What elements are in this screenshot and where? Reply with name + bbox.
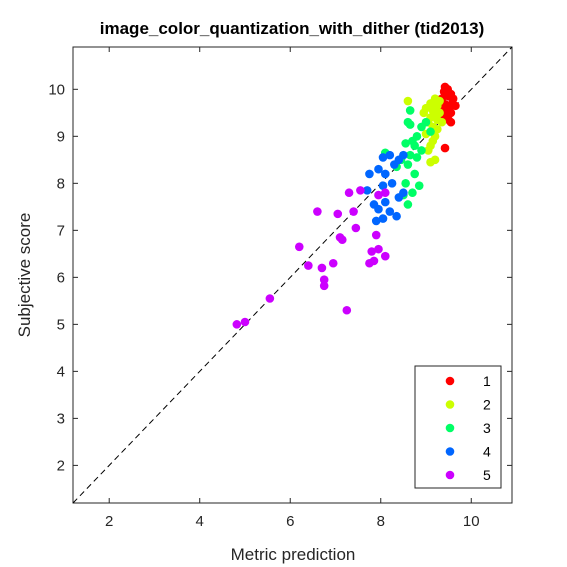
legend-marker-4 <box>445 447 455 456</box>
legend-label-2: 2 <box>483 397 491 413</box>
data-point-series-4 <box>374 164 383 174</box>
data-point-series-5 <box>371 230 381 240</box>
data-point-series-4 <box>378 181 388 190</box>
data-point-series-5 <box>344 188 354 198</box>
data-point-series-4 <box>387 179 397 188</box>
legend-marker-3 <box>445 423 455 433</box>
data-point-series-5 <box>333 209 343 219</box>
y-tick-label: 5 <box>57 316 65 333</box>
data-point-series-5 <box>374 190 383 200</box>
legend-label-3: 3 <box>483 420 491 436</box>
data-point-series-3 <box>408 188 417 198</box>
y-tick-label: 4 <box>57 363 65 380</box>
x-tick-label: 6 <box>286 513 294 530</box>
data-point-series-5 <box>380 188 390 198</box>
y-tick-label: 8 <box>57 175 65 192</box>
legend-marker-2 <box>445 400 455 409</box>
x-axis-label: Metric prediction <box>231 545 356 564</box>
data-point-series-4 <box>378 214 388 223</box>
data-point-series-5 <box>328 258 338 268</box>
y-tick-label: 3 <box>57 410 65 427</box>
data-point-series-5 <box>319 275 329 285</box>
data-point-series-2 <box>437 117 447 127</box>
data-point-series-1 <box>446 117 456 127</box>
legend-label-4: 4 <box>483 444 491 460</box>
y-tick-label: 9 <box>57 128 65 145</box>
chart-title: image_color_quantization_with_dither (ti… <box>100 19 484 38</box>
legend-box <box>414 365 502 489</box>
data-point-series-1 <box>440 143 450 153</box>
data-point-series-4 <box>385 150 395 160</box>
data-point-series-4 <box>362 186 372 195</box>
reference-line <box>72 46 513 504</box>
data-point-series-4 <box>378 153 388 162</box>
legend-label-1: 1 <box>483 373 491 389</box>
data-point-series-3 <box>426 127 435 136</box>
data-point-series-5 <box>356 186 365 195</box>
data-point-series-5 <box>313 207 322 216</box>
y-axis-label: Subjective score <box>15 213 34 338</box>
data-points <box>232 82 460 329</box>
data-point-series-5 <box>349 207 358 216</box>
data-point-series-1 <box>451 101 460 111</box>
data-point-series-5 <box>342 305 352 315</box>
data-point-series-3 <box>405 106 415 115</box>
data-point-series-5 <box>265 294 275 303</box>
data-point-series-3 <box>403 200 413 209</box>
data-point-series-2 <box>433 124 442 134</box>
data-point-series-2 <box>426 157 435 167</box>
data-point-series-5 <box>351 223 361 233</box>
data-point-series-4 <box>374 204 383 214</box>
y-tick-label: 2 <box>57 457 65 474</box>
y-tick-label: 10 <box>48 81 65 98</box>
data-point-series-4 <box>392 211 401 221</box>
x-tick-label: 8 <box>377 513 385 530</box>
data-point-series-3 <box>403 160 413 169</box>
data-point-series-3 <box>412 153 422 162</box>
data-point-series-5 <box>365 258 374 268</box>
y-tick-label: 7 <box>57 222 65 239</box>
x-tick-label: 2 <box>105 513 113 530</box>
data-point-series-4 <box>394 193 404 202</box>
data-point-series-4 <box>380 197 390 207</box>
data-point-series-2 <box>403 96 413 106</box>
y-tick-label: 6 <box>57 269 65 286</box>
data-point-series-3 <box>414 181 424 190</box>
data-point-series-5 <box>337 235 347 245</box>
data-point-series-2 <box>423 146 433 155</box>
data-point-series-4 <box>365 169 374 179</box>
data-point-series-3 <box>410 169 419 179</box>
axis-ticks: 2 4 6 8 10 2 3 4 5 6 7 8 9 10 <box>48 47 512 530</box>
legend-label-5: 5 <box>483 467 491 483</box>
x-tick-label: 4 <box>196 513 204 530</box>
data-point-series-3 <box>410 141 419 151</box>
data-point-series-3 <box>417 146 426 155</box>
legend-marker-5 <box>445 470 455 480</box>
data-point-series-5 <box>317 263 327 273</box>
data-point-series-4 <box>380 169 390 179</box>
data-point-series-5 <box>232 320 242 329</box>
data-point-series-5 <box>374 244 383 254</box>
data-point-series-2 <box>419 108 429 118</box>
data-point-series-5 <box>319 281 329 291</box>
data-point-series-4 <box>385 207 395 216</box>
legend-marker-1 <box>445 376 455 386</box>
data-point-series-5 <box>367 247 377 256</box>
data-point-series-4 <box>371 216 381 226</box>
data-point-series-3 <box>417 122 426 132</box>
x-tick-label: 10 <box>463 513 480 530</box>
data-point-series-5 <box>380 251 390 261</box>
data-point-series-5 <box>304 261 313 270</box>
data-point-series-3 <box>405 120 415 129</box>
data-point-series-5 <box>294 242 304 252</box>
data-point-series-3 <box>405 150 415 160</box>
data-point-series-4 <box>390 160 399 169</box>
legend: 1 2 3 4 5 <box>414 365 502 489</box>
data-point-series-5 <box>240 317 250 327</box>
data-point-series-3 <box>401 139 410 148</box>
data-point-series-3 <box>401 179 410 188</box>
